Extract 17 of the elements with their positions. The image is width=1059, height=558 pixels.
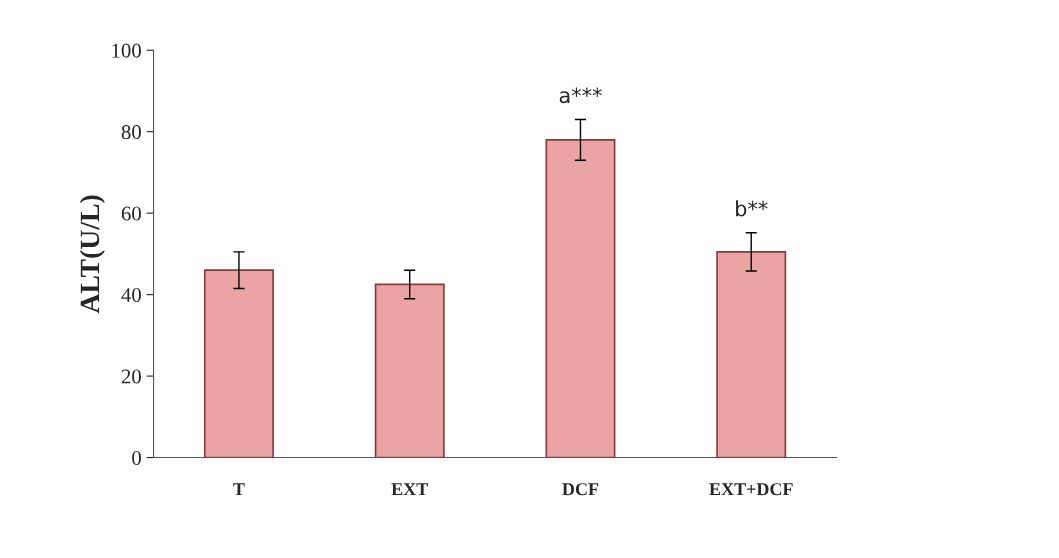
bar [545,138,616,458]
y-tick-label: 20 [121,369,141,384]
annotation: a*** [559,87,602,104]
y-tick-label: 100 [112,43,141,58]
x-tick-label: EXT [391,483,428,496]
y-tick-label: 80 [121,125,141,140]
bar [374,283,445,458]
y-tick-label: 40 [121,288,141,303]
y-tick-label: 60 [121,206,141,221]
y-axis-title: ALT(U/L) [79,195,105,314]
x-tick-label: DCF [562,483,599,496]
x-tick-label: T [233,483,245,496]
bar [716,251,787,458]
bar [203,269,274,458]
y-tick-label: 0 [132,450,141,465]
annotation: b** [736,200,768,217]
x-tick-label: EXT+DCF [709,483,793,496]
